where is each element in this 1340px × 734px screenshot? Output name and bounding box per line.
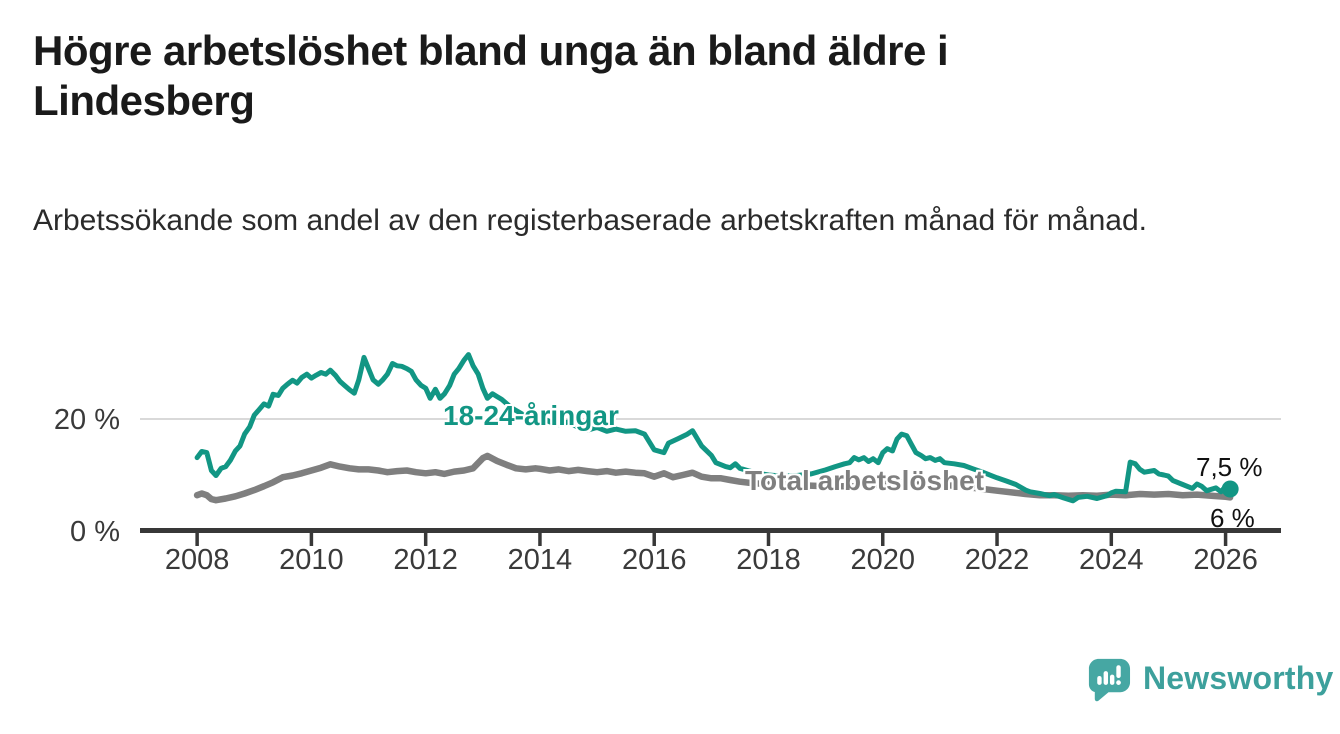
x-tick-label-2020: 2020 (850, 544, 915, 576)
x-tick-label-2026: 2026 (1193, 544, 1258, 576)
x-tick-label-2014: 2014 (507, 544, 573, 576)
series-end-dot-18-24 (1221, 480, 1239, 498)
x-tick-label-2008: 2008 (164, 544, 230, 576)
x-tick-label-2022: 2022 (964, 544, 1030, 576)
x-tick-label-2016: 2016 (621, 544, 687, 576)
newsworthy-logo: Newsworthy (1085, 655, 1333, 702)
y-axis-tick-label-0: 0 % (70, 516, 120, 548)
end-value-label-18-24: 7,5 % (1196, 452, 1263, 482)
series-line-total (193, 452, 1234, 504)
x-tick-label-2024: 2024 (1079, 544, 1144, 576)
x-tick-label-2010: 2010 (279, 544, 344, 576)
newsworthy-bubble-chart-icon (1088, 658, 1131, 702)
series-line-18-24 (194, 352, 1233, 504)
x-tick-label-2012: 2012 (393, 544, 458, 576)
page-title: Högre arbetslöshet bland unga än bland ä… (33, 27, 949, 124)
y-axis-tick-label-20: 20 % (53, 404, 120, 436)
series-label-total: Total arbetslöshet (745, 465, 985, 496)
x-tick-label-2018: 2018 (736, 544, 801, 576)
chart-subtitle: Arbetssökande som andel av den registerb… (33, 204, 1147, 237)
series-label-18-24: 18-24-åringar (443, 400, 619, 431)
end-value-label-total: 6 % (1210, 503, 1255, 533)
newsworthy-logo-text: Newsworthy (1143, 660, 1334, 696)
